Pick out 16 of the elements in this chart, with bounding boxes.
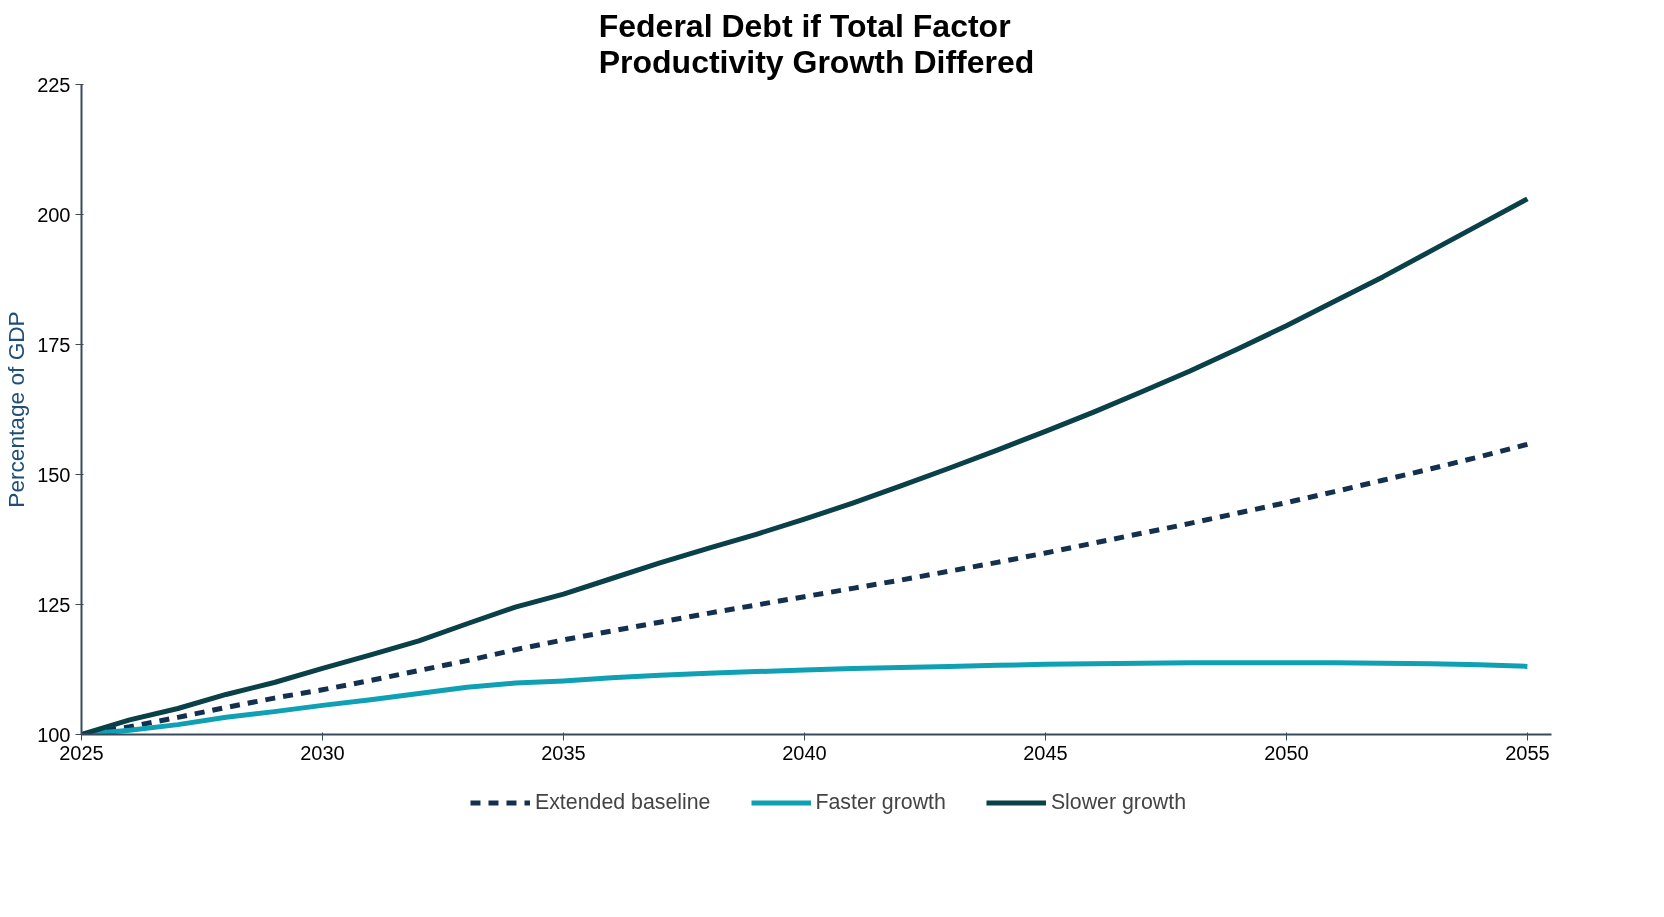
- legend-label: Slower growth: [1050, 789, 1187, 815]
- y-tick-label: 200: [37, 203, 71, 226]
- legend-label: Faster growth: [815, 789, 946, 815]
- x-tick-label: 2040: [782, 741, 827, 764]
- legend-label: Extended baseline: [534, 789, 711, 815]
- y-tick-label: 125: [37, 593, 71, 616]
- chart-title: Federal Debt if Total Factor Productivity Growth Differed: [598, 7, 1035, 80]
- y-tick-label: 150: [37, 463, 71, 486]
- x-tick-label: 2045: [1023, 741, 1068, 764]
- x-tick-label: 2050: [1264, 741, 1309, 764]
- y-tick-label: 225: [37, 73, 71, 96]
- x-tick-label: 2030: [300, 741, 345, 764]
- x-tick-label: 2055: [1505, 741, 1550, 764]
- x-tick-label: 2035: [541, 741, 586, 764]
- y-tick-label: 175: [37, 333, 71, 356]
- y-axis-title: Percentage of GDP: [3, 311, 30, 508]
